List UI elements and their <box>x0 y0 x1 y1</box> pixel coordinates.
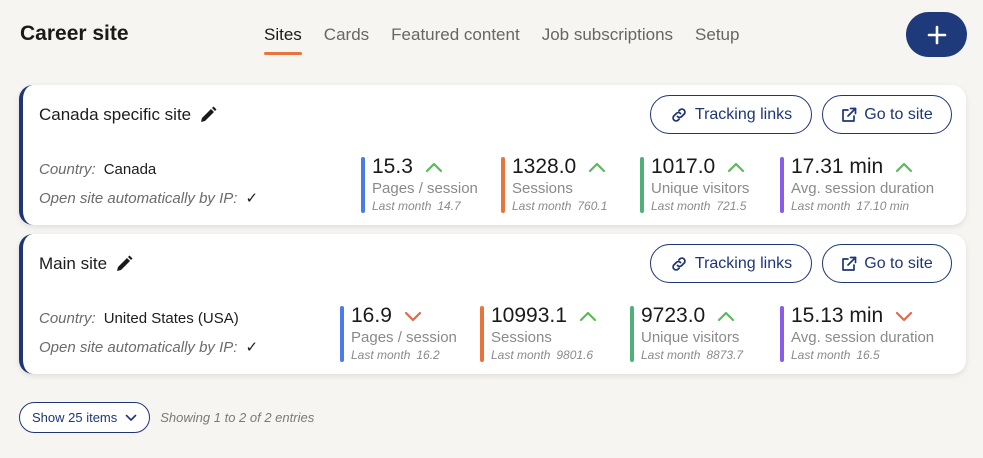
tab-cards[interactable]: Cards <box>323 25 370 44</box>
country-row: Country: Canada <box>39 161 157 178</box>
auto-ip-row: Open site automatically by IP: ✓ <box>39 338 259 357</box>
external-link-icon <box>842 107 857 122</box>
site-title: Main site <box>39 254 133 274</box>
add-site-button[interactable] <box>906 12 967 57</box>
page-title: Career site <box>20 22 129 45</box>
metric-unique-visitors: 1017.0 Unique visitors Last month 721.5 <box>640 155 749 215</box>
tracking-links-button[interactable]: Tracking links <box>650 244 812 283</box>
auto-ip-row: Open site automatically by IP: ✓ <box>39 189 259 208</box>
trend-up-icon <box>425 162 442 172</box>
trend-down-icon <box>404 311 421 321</box>
trend-down-icon <box>896 311 913 321</box>
country-value: Canada <box>103 161 157 178</box>
go-to-site-button[interactable]: Go to site <box>822 244 952 283</box>
pencil-icon[interactable] <box>199 106 217 124</box>
go-to-site-button[interactable]: Go to site <box>822 95 952 134</box>
pagination-footer: Show 25 items Showing 1 to 2 of 2 entrie… <box>19 402 314 433</box>
tab-bar: Sites Cards Featured content Job subscri… <box>264 25 740 55</box>
trend-up-icon <box>589 162 606 172</box>
metric-sessions: 10993.1 Sessions Last month 9801.6 <box>480 304 597 364</box>
metric-unique-visitors: 9723.0 Unique visitors Last month 8873.7 <box>630 304 743 364</box>
tracking-links-button[interactable]: Tracking links <box>650 95 812 134</box>
metric-avg-session-duration: 17.31 min Avg. session duration Last mon… <box>780 155 934 215</box>
entries-count: Showing 1 to 2 of 2 entries <box>160 410 315 425</box>
site-name: Canada specific site <box>39 105 192 124</box>
check-icon: ✓ <box>245 339 259 356</box>
metric-sessions: 1328.0 Sessions Last month 760.1 <box>501 155 607 215</box>
link-icon <box>672 256 686 271</box>
country-value: United States (USA) <box>103 310 239 327</box>
plus-icon <box>927 25 946 44</box>
site-card: Main site Tracking links Go to site Coun… <box>19 234 966 374</box>
site-name: Main site <box>39 254 108 273</box>
tab-job-subscriptions[interactable]: Job subscriptions <box>541 25 674 44</box>
tab-featured-content[interactable]: Featured content <box>391 25 520 44</box>
chevron-down-icon <box>125 414 137 421</box>
metric-avg-session-duration: 15.13 min Avg. session duration Last mon… <box>780 304 934 364</box>
top-bar: Career site Sites Cards Featured content… <box>0 0 983 70</box>
site-card: Canada specific site Tracking links Go t… <box>19 85 966 225</box>
tab-setup[interactable]: Setup <box>695 25 740 44</box>
metric-pages-per-session: 15.3 Pages / session Last month 14.7 <box>361 155 478 215</box>
page-size-select[interactable]: Show 25 items <box>19 402 151 433</box>
trend-up-icon <box>896 162 913 172</box>
external-link-icon <box>842 256 857 271</box>
tab-sites[interactable]: Sites <box>264 25 302 55</box>
site-title: Canada specific site <box>39 105 217 125</box>
metric-pages-per-session: 16.9 Pages / session Last month 16.2 <box>340 304 457 364</box>
trend-up-icon <box>728 162 745 172</box>
trend-up-icon <box>718 311 735 321</box>
trend-up-icon <box>579 311 597 321</box>
check-icon: ✓ <box>245 190 259 207</box>
link-icon <box>672 107 686 122</box>
country-row: Country: United States (USA) <box>39 310 239 327</box>
pencil-icon[interactable] <box>115 255 133 273</box>
